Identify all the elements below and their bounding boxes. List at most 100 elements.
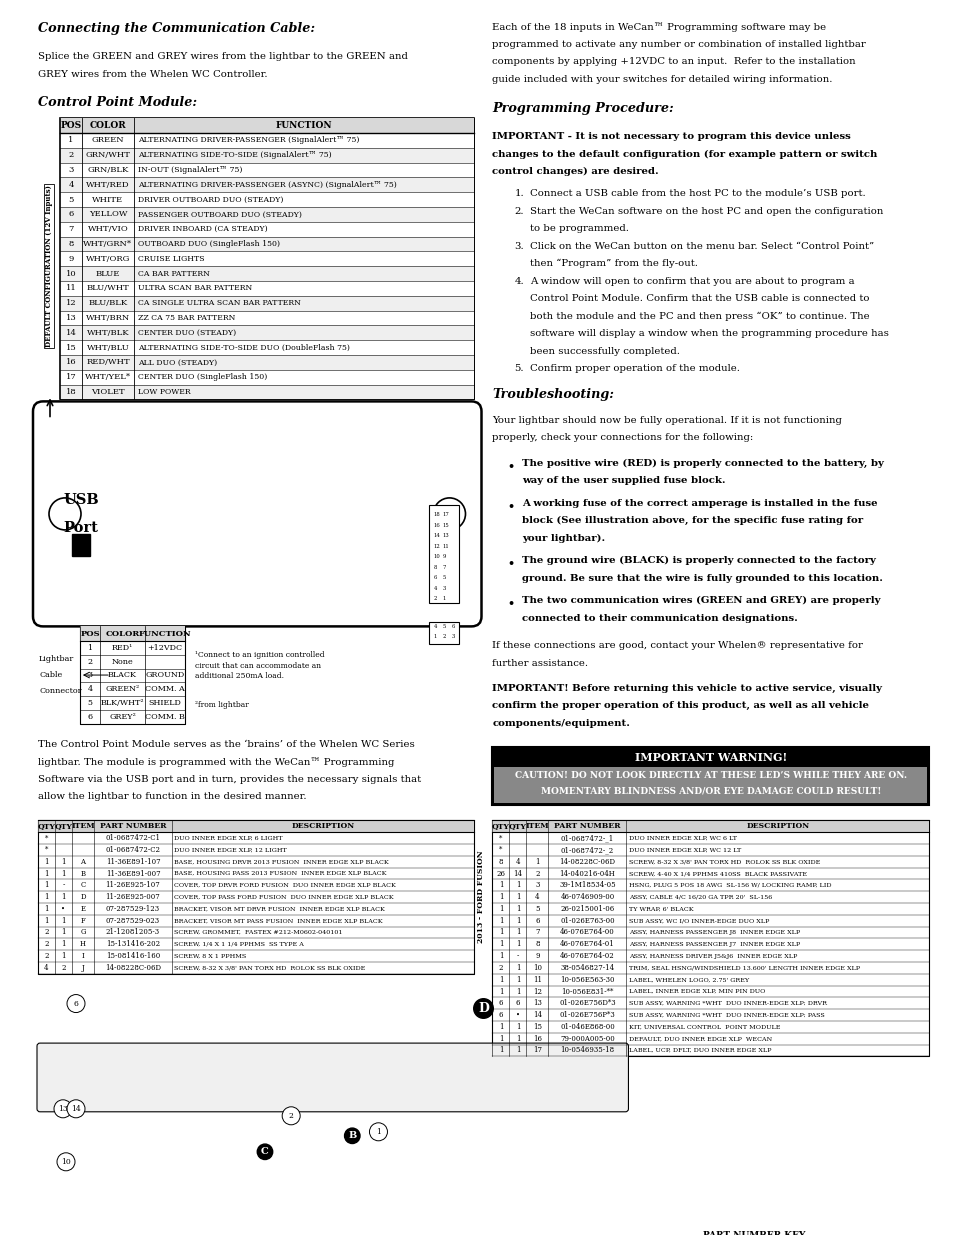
Text: 3: 3 [69,165,73,174]
Text: DUO INNER EDGE XLP, 12 LIGHT: DUO INNER EDGE XLP, 12 LIGHT [174,847,287,852]
Bar [60,117,474,399]
Text: IMPORTANT! Before returning this vehicle to active service, visually: IMPORTANT! Before returning this vehicle… [492,683,882,693]
Text: DEFAULT CONFIGURATION (12V Inputs): DEFAULT CONFIGURATION (12V Inputs) [45,185,53,347]
Text: 3.: 3. [514,242,524,251]
Circle shape [433,498,465,530]
Text: GROUND: GROUND [145,672,185,679]
Text: BASE, HOUSING PASS 2013 FUSION  INNER EDGE XLP BLACK: BASE, HOUSING PASS 2013 FUSION INNER EDG… [174,871,387,876]
Text: 01-026E763-00: 01-026E763-00 [559,916,614,925]
Text: 01-046E868-00: 01-046E868-00 [559,1023,615,1031]
Text: 1: 1 [516,963,519,972]
Text: RED¹: RED¹ [112,643,133,652]
Text: 4: 4 [535,893,539,902]
Text: COMM. A: COMM. A [145,685,185,693]
Text: DRIVER INBOARD (CA STEADY): DRIVER INBOARD (CA STEADY) [138,225,268,233]
Text: 01-0687472-C2: 01-0687472-C2 [106,846,160,853]
Text: 2: 2 [289,1112,294,1120]
Text: B: B [348,1131,356,1140]
Bar [429,622,459,645]
Text: 2: 2 [61,963,66,972]
Text: confirm the proper operation of this product, as well as all vehicle: confirm the proper operation of this pro… [492,701,868,710]
Bar [60,222,474,237]
Text: ITEM: ITEM [71,823,94,830]
Text: 07-287529-023: 07-287529-023 [106,916,160,925]
Text: Start the WeCan software on the host PC and open the configuration: Start the WeCan software on the host PC … [530,206,882,215]
Text: MOMENTARY BLINDNESS AND/OR EYE DAMAGE COULD RESULT!: MOMENTARY BLINDNESS AND/OR EYE DAMAGE CO… [540,787,880,795]
Text: LOW POWER: LOW POWER [138,388,191,396]
Text: ALTERNATING DRIVER-PASSENGER (ASYNC) (SignalAlert™ 75): ALTERNATING DRIVER-PASSENGER (ASYNC) (Si… [138,180,396,189]
Text: your lightbar).: your lightbar). [522,534,605,542]
Text: 17: 17 [533,1046,541,1055]
Text: 7: 7 [69,225,73,233]
Text: CA BAR PATTERN: CA BAR PATTERN [138,269,210,278]
Circle shape [67,994,85,1013]
Text: ALTERNATING DRIVER-PASSENGER (SignalAlert™ 75): ALTERNATING DRIVER-PASSENGER (SignalAler… [138,136,359,144]
Text: 3: 3 [88,672,92,679]
Text: 1: 1 [61,940,66,948]
Text: GREY²: GREY² [109,713,135,721]
Text: •: • [507,461,514,472]
Text: 38-0546827-14: 38-0546827-14 [559,963,614,972]
Bar [71,534,90,556]
Text: HSNG, PLUG 5 POS 18 AWG  SL-156 W/ LOCKING RAMP, LID: HSNG, PLUG 5 POS 18 AWG SL-156 W/ LOCKIN… [628,883,831,888]
Text: components/equipment.: components/equipment. [492,719,630,727]
Text: 1: 1 [498,988,503,995]
Bar [60,354,474,369]
Text: 4: 4 [69,180,73,189]
Text: then “Program” from the fly-out.: then “Program” from the fly-out. [530,259,698,268]
Text: OUTBOARD DUO (SingleFlash 150): OUTBOARD DUO (SingleFlash 150) [138,240,280,248]
Text: 1: 1 [516,940,519,948]
Text: 8: 8 [69,240,73,248]
Text: 46-076E764-00: 46-076E764-00 [559,929,615,936]
Text: 6: 6 [498,999,503,1008]
Text: WHT/ORG: WHT/ORG [86,254,130,263]
Text: 17: 17 [442,513,449,517]
Text: 5: 5 [535,905,539,913]
Text: DESCRIPTION: DESCRIPTION [292,823,355,830]
Text: 26: 26 [496,869,505,878]
Text: 4: 4 [44,963,49,972]
Text: YELLOW: YELLOW [89,210,127,219]
Text: PASSENGER OUTBOARD DUO (STEADY): PASSENGER OUTBOARD DUO (STEADY) [138,210,301,219]
Text: DUO INNER EDGE XLP, 6 LIGHT: DUO INNER EDGE XLP, 6 LIGHT [174,836,283,841]
Text: Connect a USB cable from the host PC to the module’s USB port.: Connect a USB cable from the host PC to … [530,189,865,198]
Text: I: I [82,952,84,960]
Text: COMM. B: COMM. B [145,713,185,721]
Text: WHITE: WHITE [92,195,124,204]
Text: 2: 2 [44,952,49,960]
Text: 9: 9 [69,254,73,263]
Text: LABEL, WHELEN LOGO, 2.75' GREY: LABEL, WHELEN LOGO, 2.75' GREY [628,977,748,982]
Text: IMPORTANT WARNING!: IMPORTANT WARNING! [634,752,786,763]
Text: FUNCTION: FUNCTION [275,121,333,130]
Text: SUB ASSY, WC I/O INNER-EDGE DUO XLP: SUB ASSY, WC I/O INNER-EDGE DUO XLP [628,918,768,924]
Text: 01-026E756D*3: 01-026E756D*3 [558,999,616,1008]
Text: 1: 1 [498,952,503,960]
Text: 2: 2 [442,635,445,640]
Text: DUO INNER EDGE XLP, WC 12 LT: DUO INNER EDGE XLP, WC 12 LT [628,847,740,852]
Text: 5: 5 [88,699,92,706]
Text: DUO INNER EDGE XLP, WC 6 LT: DUO INNER EDGE XLP, WC 6 LT [628,836,737,841]
Bar [60,325,474,340]
Text: Your lightbar should now be fully operational. If it is not functioning: Your lightbar should now be fully operat… [492,415,841,425]
Text: -: - [517,952,518,960]
Circle shape [54,1100,71,1118]
Text: 1: 1 [88,643,92,652]
Text: 6: 6 [433,576,436,580]
Text: D: D [476,1002,489,1015]
Text: way of the user supplied fuse block.: way of the user supplied fuse block. [522,475,725,485]
Text: 13: 13 [442,534,449,538]
Text: 1: 1 [498,893,503,902]
Text: 6: 6 [69,210,73,219]
Text: 15-081416-160: 15-081416-160 [106,952,160,960]
Bar [60,133,474,148]
Text: 12: 12 [66,299,76,308]
Text: TY WRAP, 6' BLACK: TY WRAP, 6' BLACK [628,906,693,911]
Text: PART NUMBER KEY: PART NUMBER KEY [702,1230,804,1235]
Text: Each of the 18 inputs in WeCan™ Programming software may be: Each of the 18 inputs in WeCan™ Programm… [492,22,825,32]
Text: +12VDC: +12VDC [148,643,182,652]
Text: 1: 1 [498,929,503,936]
Text: 12: 12 [433,543,439,548]
Text: 1: 1 [516,893,519,902]
Text: If these connections are good, contact your Whelen® representative for: If these connections are good, contact y… [492,641,862,650]
Bar [60,178,474,193]
